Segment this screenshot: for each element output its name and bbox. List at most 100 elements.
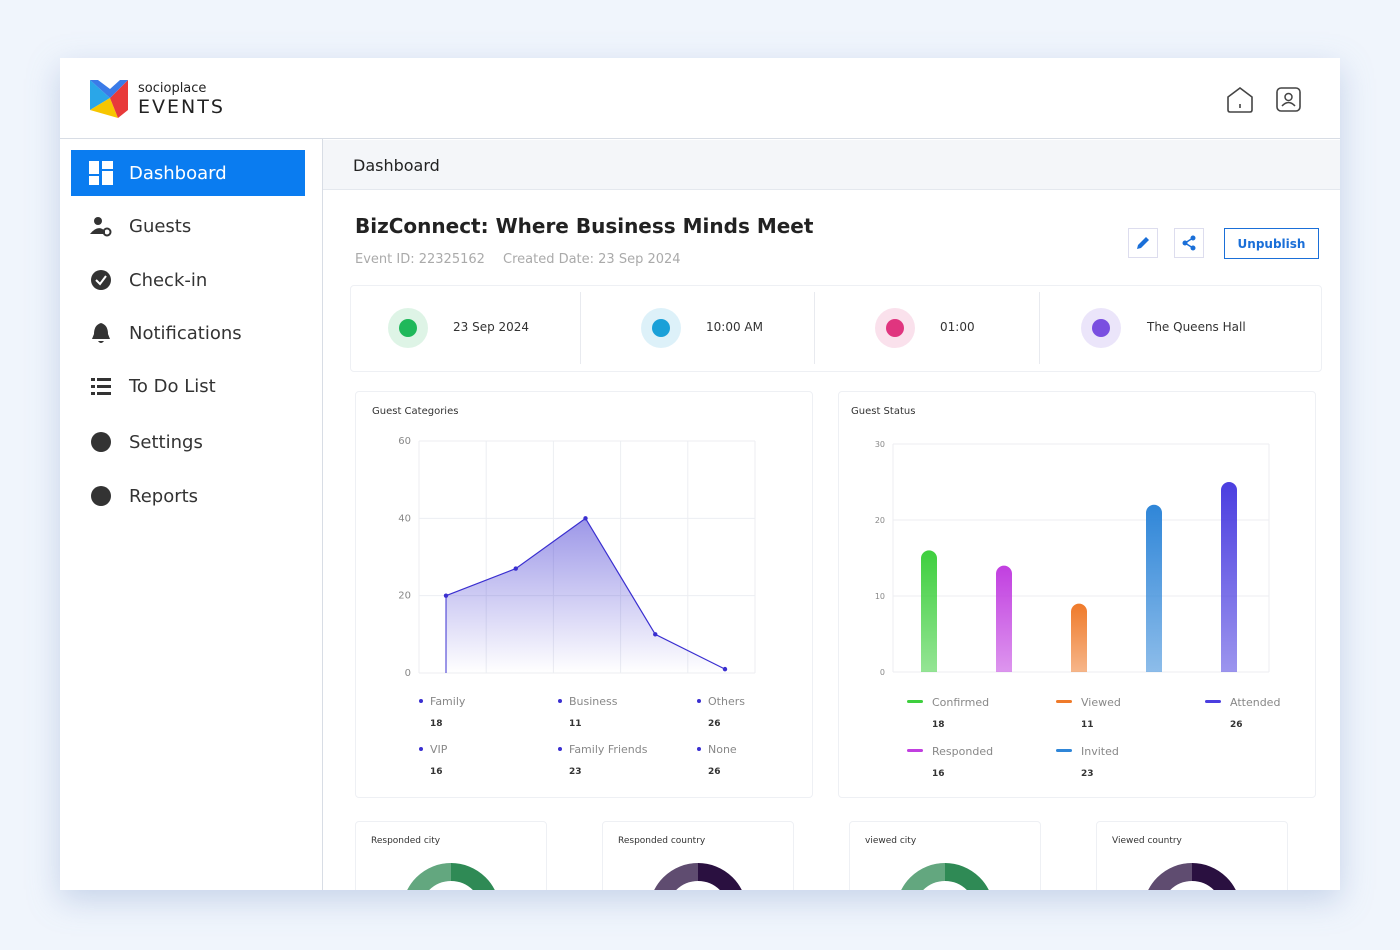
nav-label: Reports — [129, 485, 199, 507]
info-text: 23 Sep 2024 — [453, 320, 530, 334]
y-tick-label: 60 — [398, 436, 411, 447]
icon-part — [97, 385, 111, 388]
guest-status-card: Guest Status 0 10 20 30 Confirmed 18 Responded 1… — [838, 391, 1316, 798]
nav-item[interactable]: Dashboard — [71, 150, 305, 196]
icon-fg — [1092, 319, 1110, 337]
icon-part — [89, 161, 99, 174]
legend-dot — [419, 747, 423, 751]
chart-title: Guest Status — [851, 406, 915, 417]
legend-value: 16 — [932, 769, 945, 779]
nav-label: Dashboard — [129, 162, 227, 184]
icon-part — [91, 270, 111, 290]
icon-part — [91, 385, 95, 388]
info-text: The Queens Hall — [1147, 320, 1246, 334]
legend-name: Viewed — [1081, 696, 1121, 709]
y-tick-label: 20 — [398, 591, 411, 602]
icon-part — [102, 171, 113, 185]
donut-card: viewed city — [849, 821, 1041, 890]
icon-fg — [399, 319, 417, 337]
donut-ring — [901, 863, 989, 890]
legend-name: Responded — [932, 745, 993, 758]
brand-top: socioplace — [138, 81, 207, 96]
share-button[interactable] — [1174, 228, 1204, 258]
donut-ring — [1148, 863, 1236, 890]
created-date: Created Date: 23 Sep 2024 — [503, 252, 681, 267]
info-cell: 23 Sep 2024 — [351, 292, 581, 364]
info-icon — [388, 308, 428, 348]
legend-value: 23 — [1081, 769, 1094, 779]
nav-item[interactable]: Guests — [71, 203, 305, 249]
nav-icon — [92, 323, 110, 343]
icon-part — [92, 323, 110, 343]
donut-segment — [654, 863, 699, 890]
donut-ring — [654, 863, 742, 890]
donut — [901, 863, 989, 890]
legend-name: Others — [708, 695, 745, 708]
nav-label: Settings — [129, 431, 203, 453]
icon-part — [91, 486, 111, 506]
legend-value: 11 — [569, 719, 582, 729]
brand-bottom: EVENTS — [138, 96, 225, 118]
nav-item[interactable]: Check-in — [71, 257, 305, 303]
icon-part — [102, 227, 112, 237]
profile-icon[interactable] — [1276, 87, 1302, 113]
info-text: 01:00 — [940, 320, 975, 334]
icon-fg — [886, 319, 904, 337]
donut-card: Responded city — [355, 821, 547, 890]
unpublish-button[interactable]: Unpublish — [1224, 228, 1319, 259]
event-title: BizConnect: Where Business Minds Meet — [355, 214, 814, 238]
point — [722, 666, 728, 672]
icon-part — [94, 217, 102, 225]
donut-segment — [1148, 863, 1193, 890]
nav-icon — [91, 432, 111, 452]
legend-swatch — [1056, 700, 1072, 703]
legend-value: 26 — [708, 719, 721, 729]
logo — [90, 80, 128, 118]
legend-swatch — [907, 700, 923, 703]
legend-value: 18 — [932, 720, 945, 730]
edit-button[interactable] — [1128, 228, 1158, 258]
nav-item[interactable]: Notifications — [71, 310, 305, 356]
nav-icon — [89, 161, 113, 185]
bar — [996, 565, 1012, 672]
y-tick-label: 30 — [875, 440, 885, 449]
legend-dot — [558, 699, 562, 703]
icon-part — [91, 378, 95, 381]
legend-swatch — [907, 749, 923, 752]
nav-item[interactable]: Settings — [71, 419, 305, 465]
nav-item[interactable]: Reports — [71, 473, 305, 519]
donut-title: Responded city — [371, 836, 441, 846]
nav-item[interactable]: To Do List — [71, 363, 305, 409]
legend-name: Invited — [1081, 745, 1119, 758]
nav-icon — [90, 217, 112, 237]
legend-name: None — [708, 743, 737, 756]
chart-title: Guest Categories — [372, 406, 458, 417]
donut-ring — [407, 863, 495, 890]
legend-value: 26 — [708, 767, 721, 777]
y-tick-label: 10 — [875, 592, 885, 601]
header: socioplace EVENTS — [60, 58, 1340, 139]
icon-part — [95, 275, 107, 286]
info-cell: 10:00 AM — [580, 292, 815, 364]
donut-card: Responded country — [602, 821, 794, 890]
guest-categories-card: Guest Categories 0 20 40 60 Family 18 VIP 16 Busi… — [355, 391, 813, 798]
y-tick-label: 20 — [875, 516, 885, 525]
icon-part — [97, 378, 111, 381]
legend-dot — [419, 699, 423, 703]
legend-name: Family — [430, 695, 466, 708]
nav-label: To Do List — [129, 375, 216, 397]
icon-part — [90, 228, 105, 234]
info-icon — [875, 308, 915, 348]
sidebar: Dashboard Guests Check-in Notifications To D… — [60, 139, 323, 890]
home-icon[interactable] — [1226, 86, 1254, 114]
content-header: Dashboard — [323, 140, 1340, 190]
icon-part — [102, 161, 113, 169]
icon-part — [91, 432, 111, 452]
legend-name: VIP — [430, 743, 448, 756]
donut — [654, 863, 742, 890]
bar — [1071, 603, 1087, 672]
line-chart: Guest Categories 0 20 40 60 Family 18 VIP 16 Busi… — [372, 406, 756, 777]
y-tick-label: 0 — [405, 668, 411, 679]
info-cell: 01:00 — [814, 292, 1040, 364]
